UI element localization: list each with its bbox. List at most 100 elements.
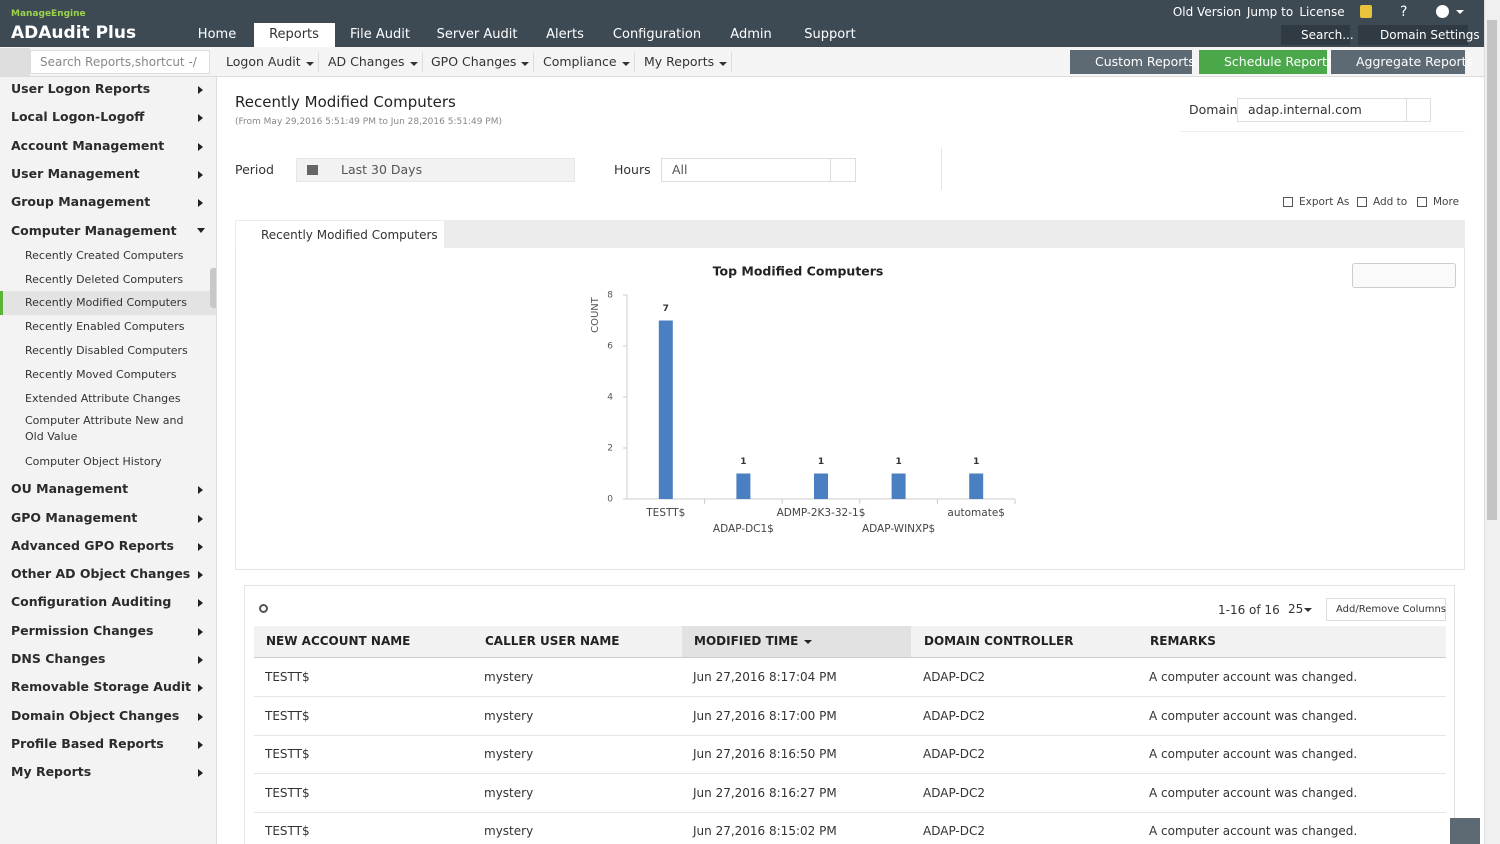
sidebar-item[interactable]: Computer Management [11,222,177,238]
period-label: Period [235,162,274,177]
nav-tab[interactable]: File Audit [350,27,410,42]
sidebar-subitem[interactable]: Computer Object History [25,455,162,469]
domain-select[interactable] [1237,98,1431,122]
top-link[interactable]: Jump to [1246,5,1294,19]
nav-tab[interactable]: Support [804,27,856,42]
sidebar-item[interactable]: Profile Based Reports [11,735,164,751]
nav-tab[interactable]: Home [197,27,237,42]
report-tab[interactable] [236,221,444,249]
toolbar-menu[interactable]: GPO Changes [431,54,517,69]
expand-arrow [198,170,203,179]
toolbar-button[interactable] [1070,50,1192,74]
chart-tools[interactable] [1352,263,1456,288]
table-cell: mystery [484,785,534,800]
hours-label: Hours [614,162,651,177]
sidebar-item[interactable]: User Management [11,165,140,181]
user-icon[interactable] [1436,5,1449,18]
search-input[interactable] [30,50,210,74]
search-button[interactable] [1281,25,1350,45]
expand-arrow [198,486,203,495]
toolbar-menu[interactable]: My Reports [644,54,715,69]
table-cell: Jun 27,2016 8:17:00 PM [693,708,837,723]
sidebar-subitem[interactable]: Recently Enabled Computers [25,320,185,334]
hours-select[interactable] [661,158,856,182]
toolbar-button-label[interactable]: Custom Reports [1095,54,1195,69]
sidebar-item[interactable]: Local Logon-Logoff [11,109,145,125]
columns-button-label: Add/Remove Columns [1336,604,1446,615]
column-header[interactable]: REMARKS [1150,634,1216,648]
filter-divider [941,148,942,190]
table-cell: mystery [484,670,534,684]
sidebar-item[interactable]: DNS Changes [11,651,106,666]
sidebar-item[interactable]: Group Management [11,194,151,210]
report-range: (From May 29,2016 5:51:49 PM to Jun 28,2… [235,117,502,127]
hours-value: All [672,162,688,177]
toolbar-button[interactable] [1199,50,1327,74]
toolbar-button[interactable] [1331,50,1465,74]
period-select[interactable] [296,158,575,182]
top-link[interactable]: Old Version [1172,5,1242,19]
column-header[interactable]: NEW ACCOUNT NAME [266,634,411,648]
sidebar-subitem[interactable]: Recently Disabled Computers [25,344,188,357]
sidebar-item[interactable]: Domain Object Changes [11,707,180,723]
page-size[interactable]: 25 [1288,602,1304,616]
sidebar-item[interactable]: Other AD Object Changes [11,566,191,582]
table-search-icon[interactable] [259,604,268,613]
sidebar-subitem[interactable]: Extended Attribute Changes [25,391,181,405]
nav-tab[interactable]: Alerts [546,27,584,42]
toolbar-menu[interactable]: AD Changes [328,54,405,69]
report-panel [235,220,1465,570]
sidebar-subitem[interactable]: Recently Moved Computers [25,367,177,381]
sidebar-item[interactable]: Configuration Auditing [11,594,172,610]
column-header[interactable]: MODIFIED TIME [694,634,799,648]
select-divider [1406,99,1407,121]
sidebar-item[interactable]: Account Management [11,137,165,153]
column-header[interactable]: CALLER USER NAME [485,634,620,648]
sidebar-item[interactable]: Permission Changes [11,622,154,638]
table-cell: Jun 27,2016 8:15:02 PM [693,824,837,838]
table-cell: TESTT$ [265,785,310,800]
toolbar-button-label[interactable]: Schedule Reports [1224,54,1334,69]
expand-arrow [198,627,203,636]
column-header[interactable]: DOMAIN CONTROLLER [924,634,1074,648]
feedback-button[interactable] [1450,818,1480,844]
nav-tab[interactable]: Configuration [612,27,702,42]
sidebar-item[interactable]: GPO Management [11,509,138,525]
action-link[interactable]: Add to [1373,196,1408,208]
sidebar-item[interactable]: OU Management [11,481,129,497]
nav-tab[interactable]: Admin [730,27,772,42]
expand-arrow [198,514,203,523]
nav-tab[interactable]: Reports [269,27,319,42]
domain-settings-button[interactable] [1358,25,1468,45]
sidebar-item[interactable]: Advanced GPO Reports [11,537,174,553]
expand-arrow [198,571,203,580]
expand-arrow [198,599,203,608]
sidebar-item[interactable]: User Logon Reports [11,81,151,96]
domain-label: Domain [1189,102,1238,117]
action-link[interactable]: Export As [1299,196,1350,208]
toolbar-button-label[interactable]: Aggregate Reports [1356,54,1474,69]
toolbar-menu[interactable]: Compliance [543,54,617,69]
menu-separator [422,52,423,72]
expand-arrow [198,684,203,693]
table-cell: ADAP-DC2 [923,670,986,684]
table-cell: ADAP-DC2 [923,747,986,761]
table-cell: ADAP-DC2 [923,824,986,838]
top-link[interactable]: License [1299,5,1345,19]
search-placeholder: Search Reports,shortcut -/ [40,55,197,69]
columns-button[interactable] [1326,598,1446,621]
sidebar-subitem[interactable]: Recently Deleted Computers [25,272,184,286]
sidebar-subitem[interactable]: Recently Created Computers [25,248,184,262]
sidebar-subitem[interactable]: Recently Modified Computers [25,296,187,310]
action-link[interactable]: More [1433,196,1460,208]
toolbar-menu[interactable]: Logon Audit [226,54,301,69]
period-value: Last 30 Days [341,162,423,177]
sidebar-item[interactable]: Removable Storage Audit [11,679,192,695]
sidebar-subitem[interactable]: Computer Attribute New and Old Value [25,414,184,444]
notification-icon[interactable] [1360,5,1372,18]
sidebar-item[interactable]: My Reports [11,764,92,780]
expand-arrow [198,114,203,123]
nav-tab[interactable]: Server Audit [436,27,518,42]
report-tab-label: Recently Modified Computers [261,228,438,242]
